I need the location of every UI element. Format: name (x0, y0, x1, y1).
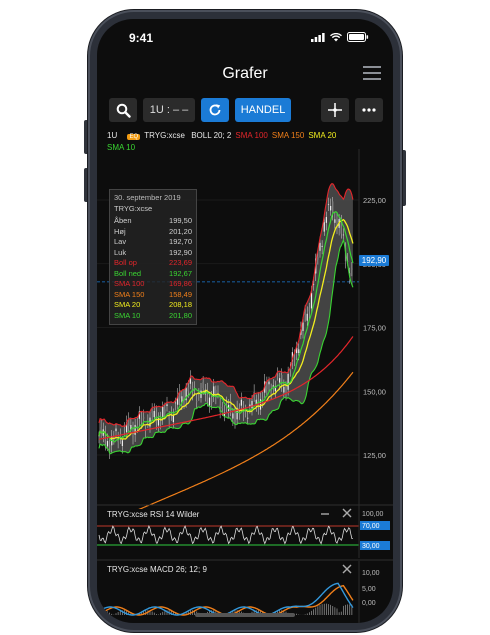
interval-label: 1U (107, 131, 118, 140)
price-axis-tick: 175,00 (363, 324, 386, 333)
tooltip-row: Boll ned 192,67 (114, 268, 192, 278)
macd-tick-5: 5,00 (362, 586, 376, 593)
macd-tick-10: 10,00 (362, 570, 380, 577)
price-tooltip: 30. september 2019 TRYG:xcse Åben 199,50 H… (109, 189, 197, 325)
rsi-panel-label: TRYG:xcse RSI 14 Wilder (107, 510, 200, 519)
status-bar: 9:41 (97, 19, 393, 55)
wifi-icon (330, 32, 342, 41)
rsi-close-icon[interactable] (342, 508, 352, 518)
trade-button[interactable]: HANDEL (235, 98, 291, 122)
indicator-label-3[interactable]: SMA 20 (308, 131, 337, 140)
rsi-tick-30: 30,00 (362, 543, 380, 550)
chart-legend: 1U EQ TRYG:xcse BOLL 20; 2 SMA 100 SMA 150… (97, 129, 359, 153)
rsi-tick-70: 70,00 (362, 523, 380, 530)
crosshair-button[interactable] (321, 98, 349, 122)
phone-screen: 9:41 Grafer (97, 19, 393, 623)
hamburger-menu-icon[interactable] (363, 66, 381, 82)
symbol-label: TRYG:xcse (144, 131, 185, 140)
tooltip-row: Høj 201,20 (114, 226, 192, 236)
tooltip-row: SMA 10 201,80 (114, 310, 192, 320)
rsi-tick-100: 100,00 (362, 511, 384, 518)
tooltip-row: Åben 199,50 (114, 216, 192, 225)
tooltip-symbol: TRYG:xcse (114, 204, 153, 213)
tooltip-row: SMA 20 208,18 (114, 300, 192, 309)
current-price-tag: 192,90 (359, 255, 389, 266)
battery-icon (347, 32, 369, 42)
refresh-icon (209, 104, 221, 116)
crosshair-icon (328, 103, 342, 117)
tooltip-row: SMA 100 169,86 (114, 279, 192, 288)
refresh-button[interactable] (201, 98, 229, 122)
macd-panel-label: TRYG:xcse MACD 26; 12; 9 (107, 565, 207, 574)
indicator-label-1[interactable]: SMA 100 (235, 131, 268, 140)
search-button[interactable] (109, 98, 137, 122)
equity-badge: EQ (127, 134, 141, 140)
phone-mute-switch (84, 120, 89, 154)
tooltip-row: Lav 192,70 (114, 237, 192, 246)
tooltip-date: 30. september 2019 (114, 193, 181, 202)
indicator-sma10-label[interactable]: SMA 10 (107, 143, 136, 152)
price-axis-tick: 150,00 (363, 387, 386, 396)
signal-icon (311, 32, 325, 42)
page-title: Grafer (222, 65, 268, 82)
indicator-label-2[interactable]: SMA 150 (271, 131, 305, 140)
period-selector[interactable]: 1U : – – (143, 98, 195, 122)
more-options-button[interactable] (355, 98, 383, 122)
price-axis-tick: 125,00 (363, 451, 386, 460)
status-time: 9:41 (129, 31, 154, 45)
tooltip-row: Boll op 223,69 (114, 258, 192, 267)
phone-power-button (401, 150, 406, 206)
home-indicator (195, 613, 295, 617)
app-header: Grafer (97, 61, 393, 95)
tooltip-row: SMA 150 158,49 (114, 289, 192, 299)
macd-close-icon[interactable] (342, 564, 352, 574)
chart-toolbar: 1U : – – HANDEL (97, 98, 393, 124)
search-icon (116, 103, 131, 118)
macd-tick-0: 0,00 (362, 600, 376, 607)
price-axis-tick: 225,00 (363, 196, 386, 205)
rsi-panel[interactable]: TRYG:xcse RSI 14 Wilder 100,00 70,00 30,… (97, 504, 393, 558)
more-dots-icon (362, 108, 376, 112)
indicator-label-0[interactable]: BOLL 20; 2 (191, 131, 232, 140)
tooltip-row: Luk 192,90 (114, 247, 192, 257)
phone-volume-button (84, 168, 89, 202)
